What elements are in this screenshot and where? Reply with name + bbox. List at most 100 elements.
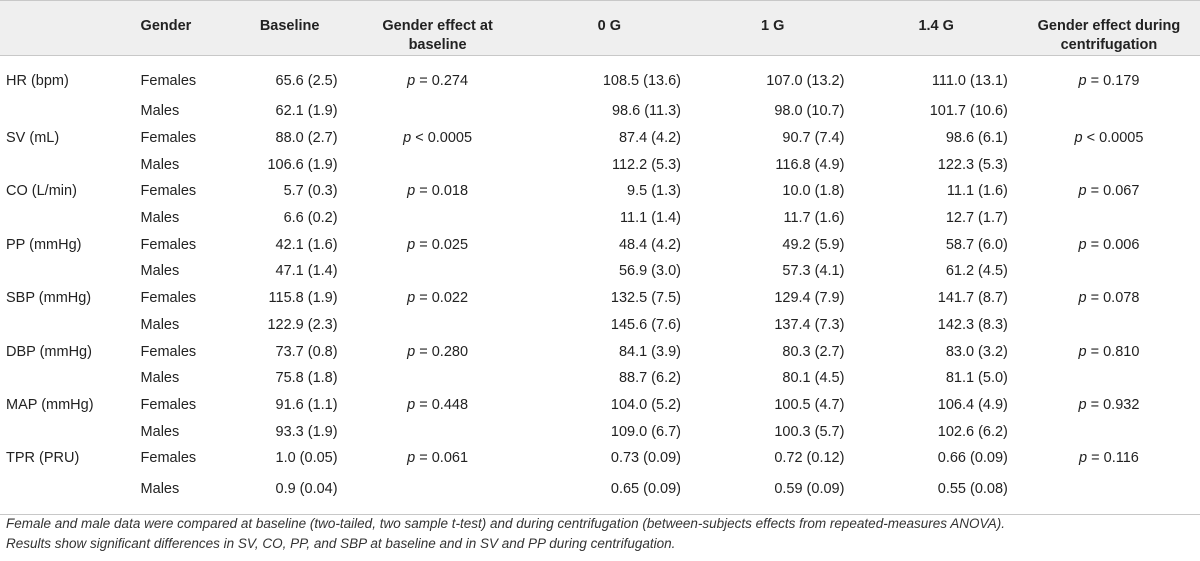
cell-1g: 107.0 (13.2) bbox=[766, 73, 845, 89]
cell-gender-effect-baseline: p < 0.0005 bbox=[348, 125, 528, 152]
cell-gender-effect-centrifugation: p < 0.0005 bbox=[1018, 125, 1200, 152]
cell-variable bbox=[0, 205, 137, 232]
cell-1-4g: 141.7 (8.7) bbox=[937, 290, 1008, 307]
data-table: Gender Baseline Gender effect at baselin… bbox=[0, 0, 1200, 515]
p-value: = 0.061 bbox=[415, 450, 469, 467]
cell-0g: 87.4 (4.2) bbox=[618, 130, 682, 147]
cell-gender-effect-baseline: p = 0.061 bbox=[348, 445, 528, 472]
cell-baseline: 91.6 (1.1) bbox=[275, 396, 338, 413]
cell-1-4g: 12.7 (1.7) bbox=[945, 210, 1008, 227]
cell-baseline: 75.8 (1.8) bbox=[275, 370, 338, 387]
cell-gender-effect-baseline bbox=[348, 205, 528, 232]
cell-1g: 57.3 (4.1) bbox=[782, 263, 845, 280]
cell-gender-effect-centrifugation bbox=[1018, 98, 1200, 125]
cell-1-4g: 83.0 (3.2) bbox=[945, 343, 1008, 360]
header-gender: Gender bbox=[140, 18, 192, 34]
cell-gender-effect-centrifugation: p = 0.810 bbox=[1018, 338, 1200, 365]
cell-1g: 100.3 (5.7) bbox=[774, 423, 845, 440]
cell-1g: 137.4 (7.3) bbox=[774, 316, 845, 333]
cell-variable: CO (L/min) bbox=[6, 183, 77, 200]
cell-1-4g: 106.4 (4.9) bbox=[937, 396, 1008, 413]
table-row: MAP (mmHg) Females 91.6 (1.1) p = 0.448 104.… bbox=[0, 392, 1200, 419]
cell-variable: TPR (PRU) bbox=[6, 450, 80, 467]
cell-0g: 109.0 (6.7) bbox=[610, 423, 682, 440]
cell-baseline: 5.7 (0.3) bbox=[283, 183, 338, 200]
cell-1-4g: 81.1 (5.0) bbox=[945, 370, 1008, 387]
cell-gender: Males bbox=[140, 156, 180, 173]
cell-baseline: 106.6 (1.9) bbox=[267, 156, 338, 173]
cell-0g: 88.7 (6.2) bbox=[618, 370, 682, 387]
p-value: = 0.932 bbox=[1086, 396, 1140, 413]
cell-baseline: 88.0 (2.7) bbox=[275, 130, 338, 147]
p-value: < 0.0005 bbox=[1082, 130, 1144, 147]
cell-gender-effect-baseline: p = 0.018 bbox=[348, 178, 528, 205]
cell-variable: PP (mmHg) bbox=[6, 236, 82, 253]
p-value: = 0.810 bbox=[1086, 343, 1140, 360]
table-row: Males 62.1 (1.9) 98.6 (11.3) 98.0 (10.7) 101… bbox=[0, 98, 1200, 125]
cell-0g: 145.6 (7.6) bbox=[610, 316, 682, 333]
cell-gender-effect-baseline bbox=[348, 98, 528, 125]
cell-gender-effect-centrifugation: p = 0.932 bbox=[1018, 392, 1200, 419]
p-symbol: p bbox=[1078, 396, 1087, 413]
p-symbol: p bbox=[1078, 183, 1087, 200]
footnote-line-1: Female and male data were compared at ba… bbox=[6, 516, 1005, 531]
cell-1g: 129.4 (7.9) bbox=[774, 290, 845, 307]
cell-1g: 10.0 (1.8) bbox=[782, 183, 845, 200]
cell-1-4g: 111.0 (13.1) bbox=[931, 73, 1008, 89]
cell-gender-effect-centrifugation: p = 0.116 bbox=[1018, 445, 1200, 472]
cell-1g: 0.59 (0.09) bbox=[774, 480, 845, 497]
cell-variable: DBP (mmHg) bbox=[6, 343, 92, 360]
p-value: = 0.179 bbox=[1086, 73, 1140, 89]
cell-0g: 0.73 (0.09) bbox=[610, 450, 682, 467]
cell-variable: MAP (mmHg) bbox=[6, 396, 94, 413]
cell-gender: Males bbox=[140, 316, 180, 333]
cell-0g: 132.5 (7.5) bbox=[610, 290, 682, 307]
p-symbol: p bbox=[1078, 290, 1087, 307]
cell-baseline: 0.9 (0.04) bbox=[275, 480, 338, 497]
header-gender-effect-centrifugation: Gender effect during centrifugation bbox=[1037, 18, 1181, 53]
cell-1-4g: 142.3 (8.3) bbox=[937, 316, 1008, 333]
cell-1g: 90.7 (7.4) bbox=[782, 130, 845, 147]
cell-variable: SBP (mmHg) bbox=[6, 290, 92, 307]
cell-gender-effect-baseline bbox=[348, 365, 528, 392]
cell-baseline: 93.3 (1.9) bbox=[275, 423, 338, 440]
cell-1-4g: 61.2 (4.5) bbox=[945, 263, 1008, 280]
cell-variable bbox=[0, 151, 137, 178]
cell-gender-effect-centrifugation bbox=[1018, 418, 1200, 445]
p-symbol: p bbox=[407, 343, 416, 360]
table-row: Males 47.1 (1.4) 56.9 (3.0) 57.3 (4.1) 61.2 … bbox=[0, 258, 1200, 285]
cell-gender: Females bbox=[140, 396, 197, 413]
header-1g: 1 G bbox=[761, 18, 785, 34]
table-header: Gender Baseline Gender effect at baselin… bbox=[0, 0, 1200, 56]
cell-variable: HR (bpm) bbox=[6, 73, 69, 89]
cell-gender-effect-centrifugation: p = 0.006 bbox=[1018, 231, 1200, 258]
cell-gender-effect-baseline: p = 0.022 bbox=[348, 285, 528, 312]
p-symbol: p bbox=[1078, 343, 1087, 360]
table-row: SV (mL) Females 88.0 (2.7) p < 0.0005 87.4 (… bbox=[0, 125, 1200, 152]
cell-baseline: 42.1 (1.6) bbox=[275, 236, 338, 253]
cell-1-4g: 0.66 (0.09) bbox=[937, 450, 1008, 467]
cell-gender-effect-centrifugation bbox=[1018, 258, 1200, 285]
cell-baseline: 65.6 (2.5) bbox=[275, 73, 338, 89]
p-symbol: p bbox=[407, 396, 416, 413]
data-table-container: Gender Baseline Gender effect at baselin… bbox=[0, 0, 1200, 515]
table-row: Males 75.8 (1.8) 88.7 (6.2) 80.1 (4.5) 81.1 … bbox=[0, 365, 1200, 392]
p-symbol: p bbox=[407, 73, 416, 89]
cell-1-4g: 11.1 (1.6) bbox=[946, 183, 1008, 200]
p-symbol: p bbox=[407, 450, 416, 467]
cell-gender: Females bbox=[140, 130, 197, 147]
cell-1g: 11.7 (1.6) bbox=[783, 210, 845, 227]
cell-gender: Males bbox=[140, 480, 180, 497]
cell-0g: 108.5 (13.6) bbox=[602, 73, 682, 89]
cell-0g: 98.6 (11.3) bbox=[611, 103, 682, 120]
cell-gender-effect-baseline: p = 0.280 bbox=[348, 338, 528, 365]
cell-gender-effect-baseline bbox=[348, 418, 528, 445]
cell-1g: 0.72 (0.12) bbox=[774, 450, 845, 467]
table-row: PP (mmHg) Females 42.1 (1.6) p = 0.025 48.4 … bbox=[0, 231, 1200, 258]
p-value: = 0.025 bbox=[415, 236, 469, 253]
cell-baseline: 62.1 (1.9) bbox=[275, 103, 338, 120]
p-value: = 0.280 bbox=[415, 343, 469, 360]
cell-gender: Males bbox=[140, 103, 180, 120]
cell-variable bbox=[0, 258, 137, 285]
table-row: Males 122.9 (2.3) 145.6 (7.6) 137.4 (7.3) 14… bbox=[0, 312, 1200, 339]
